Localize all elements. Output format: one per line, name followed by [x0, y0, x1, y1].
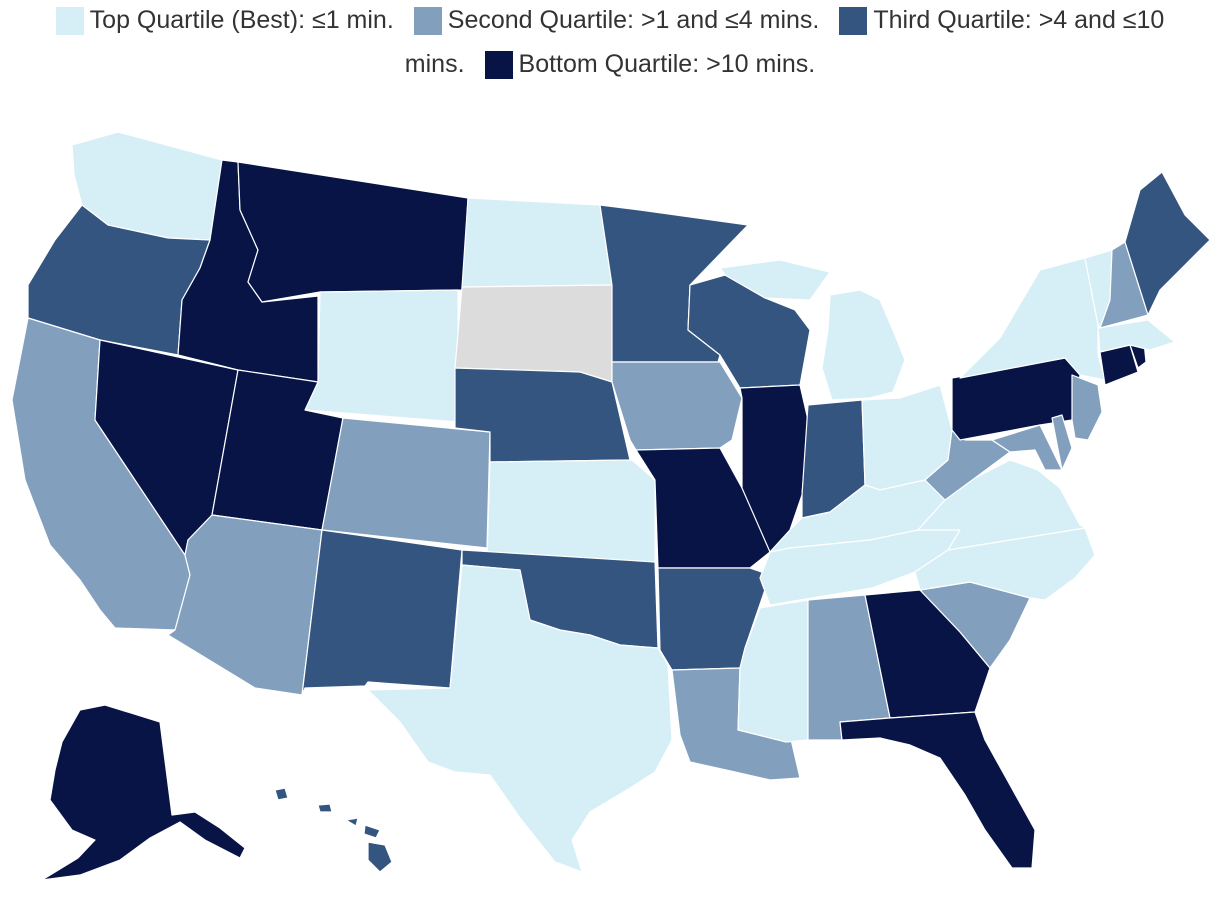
state-iowa[interactable]: [611, 361, 743, 451]
state-delaware[interactable]: [1051, 414, 1073, 471]
state-maryland[interactable]: [991, 424, 1063, 471]
state-new-york[interactable]: [959, 257, 1106, 381]
legend-swatch-second: [413, 6, 442, 35]
state-north-dakota[interactable]: [461, 197, 613, 288]
state-montana[interactable]: [237, 161, 469, 303]
legend-item-third-quartile[interactable]: Third Quartile: >4 and ≤10: [839, 6, 1164, 35]
state-arizona[interactable]: [167, 514, 323, 696]
state-new-hampshire[interactable]: [1099, 241, 1149, 329]
legend-swatch-top: [55, 6, 84, 35]
us-choropleth-map: [11, 131, 1211, 881]
state-florida[interactable]: [839, 711, 1036, 869]
state-alaska[interactable]: [41, 704, 246, 881]
state-north-carolina[interactable]: [914, 527, 1096, 601]
state-south-dakota[interactable]: [454, 284, 613, 383]
legend-label-bottom: Bottom Quartile: >10 mins.: [518, 50, 816, 78]
state-kansas[interactable]: [486, 459, 656, 571]
legend-label-third: Third Quartile: >4 and ≤10: [873, 6, 1165, 34]
state-texas[interactable]: [367, 564, 673, 873]
state-colorado[interactable]: [321, 417, 491, 549]
state-michigan[interactable]: [719, 259, 906, 401]
legend-swatch-third: [839, 6, 868, 35]
state-new-jersey[interactable]: [1071, 374, 1103, 441]
map-legend: Top Quartile (Best): ≤1 min. Second Quar…: [0, 0, 1220, 90]
legend-row-2: mins. Bottom Quartile: >10 mins.: [0, 50, 1220, 79]
legend-item-top-quartile[interactable]: Top Quartile (Best): ≤1 min.: [55, 6, 394, 35]
state-new-mexico[interactable]: [301, 529, 463, 696]
legend-item-third-quartile-cont: mins.: [405, 50, 465, 79]
legend-row-1: Top Quartile (Best): ≤1 min. Second Quar…: [0, 6, 1220, 35]
state-hawaii[interactable]: [274, 787, 393, 873]
legend-item-second-quartile[interactable]: Second Quartile: >1 and ≤4 mins.: [413, 6, 820, 35]
state-massachusetts[interactable]: [1097, 319, 1176, 353]
legend-item-bottom-quartile[interactable]: Bottom Quartile: >10 mins.: [484, 50, 816, 79]
state-maine[interactable]: [1124, 171, 1211, 316]
legend-swatch-bottom: [484, 50, 513, 79]
legend-label-top: Top Quartile (Best): ≤1 min.: [89, 6, 394, 34]
legend-label-second: Second Quartile: >1 and ≤4 mins.: [447, 6, 820, 34]
legend-label-third-cont: mins.: [404, 50, 465, 78]
state-wyoming[interactable]: [304, 289, 459, 423]
